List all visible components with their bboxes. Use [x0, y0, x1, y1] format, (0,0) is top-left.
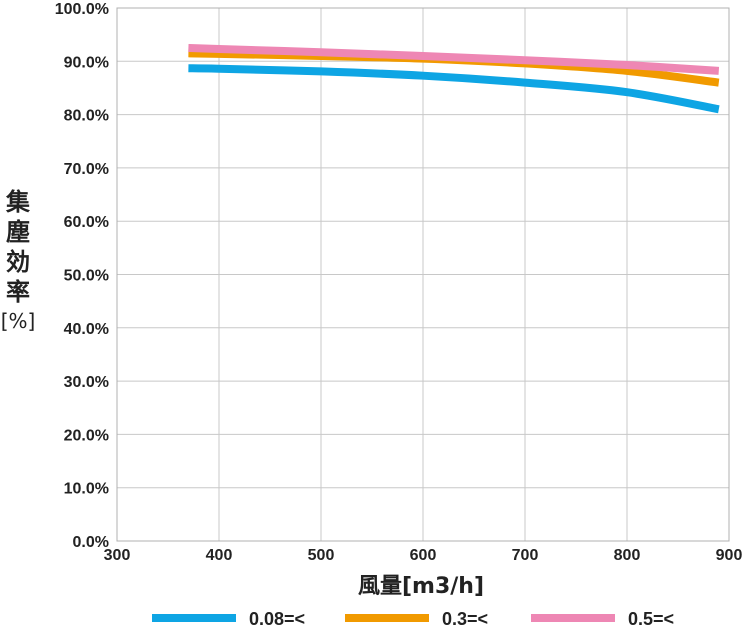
y-tick-label: 0.0% [73, 534, 109, 551]
x-tick-label: 900 [716, 547, 743, 564]
x-tick-label: 300 [104, 547, 131, 564]
y-tick-label: 20.0% [64, 427, 109, 444]
y-tick-label: 60.0% [64, 214, 109, 231]
y-tick-label: 10.0% [64, 481, 109, 498]
y-tick-label: 40.0% [64, 321, 109, 338]
y-tick-label: 80.0% [64, 108, 109, 125]
y-tick-labels: 0.0% 10.0% 20.0% 30.0% 40.0% 50.0% 60.0% 70.0% 8… [55, 1, 109, 551]
series-line-1 [188, 64, 720, 114]
legend-label: 0.3=< [442, 609, 488, 629]
series-line-3 [188, 43, 720, 75]
grid [116, 7, 730, 542]
y-axis-label-line: 集 [5, 188, 31, 216]
x-axis-label: 風量[m3/h] [358, 574, 484, 599]
y-axis-label-line: [%] [1, 309, 36, 333]
legend: 0.08=< 0.3=< 0.5=< [152, 609, 674, 629]
x-tick-label: 600 [410, 547, 437, 564]
y-tick-label: 100.0% [55, 1, 109, 18]
x-tick-label: 400 [206, 547, 233, 564]
y-axis-label-line: 効 [6, 248, 30, 276]
legend-label: 0.08=< [249, 609, 305, 629]
y-tick-label: 90.0% [64, 54, 109, 71]
y-axis-label-line: 塵 [6, 218, 30, 246]
x-tick-label: 700 [512, 547, 539, 564]
y-tick-label: 30.0% [64, 374, 109, 391]
y-tick-label: 70.0% [64, 161, 109, 178]
legend-label: 0.5=< [628, 609, 674, 629]
plot-frame [116, 7, 730, 542]
y-axis-label: 集 塵 効 率 [%] [1, 188, 36, 333]
series-lines [188, 43, 720, 114]
x-tick-labels: 300 400 500 600 700 800 900 [104, 547, 743, 564]
y-tick-label: 50.0% [64, 268, 109, 285]
y-axis-label-line: 率 [6, 278, 30, 306]
x-tick-label: 500 [308, 547, 335, 564]
x-tick-label: 800 [614, 547, 641, 564]
